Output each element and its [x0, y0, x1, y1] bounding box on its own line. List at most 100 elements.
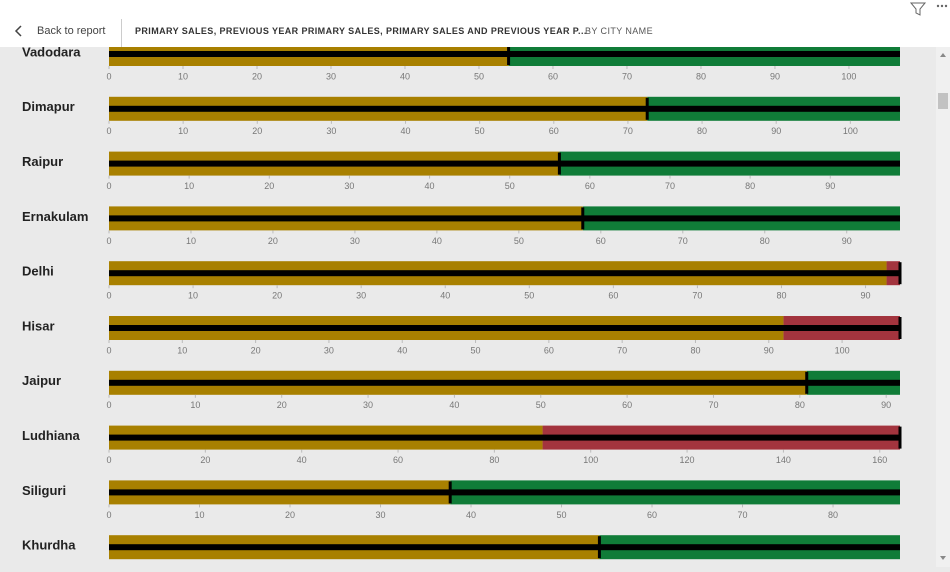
- scroll-up[interactable]: [940, 53, 946, 57]
- marker: [805, 371, 809, 394]
- tick-label: 50: [471, 345, 481, 355]
- tick-label: 80: [489, 455, 499, 465]
- tick-label: 70: [617, 345, 627, 355]
- tick-label: 30: [344, 181, 354, 191]
- bullet-row: Dimapur 0 10 20 30 40 50 60 70 80 90 100: [22, 96, 900, 136]
- tick-label: 70: [708, 400, 718, 410]
- city-label: Raipur: [22, 154, 63, 169]
- bullet-row: Khurdha: [22, 535, 900, 560]
- tick-label: 10: [186, 236, 196, 246]
- tick-label: 20: [252, 71, 262, 81]
- tick-label: 80: [795, 400, 805, 410]
- tick-label: 0: [106, 236, 111, 246]
- city-label: Vadodara: [22, 44, 81, 59]
- marker: [898, 426, 902, 449]
- tick-label: 30: [356, 291, 366, 301]
- tick-label: 30: [326, 126, 336, 136]
- city-label: Delhi: [22, 264, 54, 279]
- tick-label: 70: [678, 236, 688, 246]
- tick-label: 20: [272, 291, 282, 301]
- tick-label: 80: [828, 510, 838, 520]
- bullet-row: Hisar 0 10 20 30 40 50 60 70 80 90 100: [22, 316, 902, 355]
- tick-label: 80: [745, 181, 755, 191]
- tick-label: 80: [697, 126, 707, 136]
- marker: [507, 43, 511, 65]
- visual-subtitle: BY CITY NAME: [585, 26, 653, 36]
- comparison-line: [109, 379, 900, 386]
- visual-title: PRIMARY SALES, PREVIOUS YEAR PRIMARY SAL…: [135, 26, 587, 36]
- tick-label: 20: [251, 345, 261, 355]
- tick-label: 90: [861, 291, 871, 301]
- city-label: Ernakulam: [22, 209, 88, 224]
- back-to-report[interactable]: Back to report: [37, 25, 106, 37]
- tick-label: 90: [825, 181, 835, 191]
- tick-label: 30: [350, 236, 360, 246]
- tick-label: 10: [188, 291, 198, 301]
- tick-label: 30: [363, 400, 373, 410]
- tick-label: 60: [549, 126, 559, 136]
- comparison-line: [109, 325, 900, 331]
- tick-label: 10: [178, 126, 188, 136]
- tick-label: 50: [557, 510, 567, 520]
- tick-label: 0: [106, 345, 111, 355]
- tick-label: 30: [324, 345, 334, 355]
- header-icons: [14, 2, 948, 37]
- marker: [597, 536, 601, 559]
- bullet-row: Ludhiana 0 20 40 60 80 100 120 140 160: [22, 425, 902, 465]
- marker: [645, 97, 649, 120]
- tick-label: 100: [583, 455, 598, 465]
- tick-label: 60: [544, 345, 554, 355]
- header: Back to report PRIMARY SALES, PREVIOUS Y…: [0, 0, 950, 47]
- tick-label: 100: [841, 71, 856, 81]
- comparison-line: [109, 270, 900, 277]
- tick-label: 30: [326, 71, 336, 81]
- tick-label: 50: [536, 400, 546, 410]
- city-label: Siliguri: [22, 483, 66, 498]
- marker: [898, 317, 902, 339]
- scroll-down[interactable]: [940, 556, 946, 560]
- scroll-thumb[interactable]: [938, 93, 948, 109]
- comparison-line: [109, 105, 900, 112]
- bullet-row: Siliguri 0 10 20 30 40 50 60 70 80: [22, 480, 900, 520]
- comparison-line: [109, 215, 900, 222]
- tick-label: 100: [843, 126, 858, 136]
- separator: [121, 19, 122, 47]
- tick-label: 40: [397, 345, 407, 355]
- tick-label: 0: [106, 400, 111, 410]
- tick-label: 160: [872, 455, 887, 465]
- back-arrow[interactable]: [14, 25, 22, 37]
- tick-label: 50: [474, 71, 484, 81]
- more-options[interactable]: [936, 4, 948, 8]
- tick-label: 0: [106, 455, 111, 465]
- tick-label: 60: [608, 291, 618, 301]
- tick-label: 10: [184, 181, 194, 191]
- tick-label: 50: [475, 126, 485, 136]
- tick-label: 40: [432, 236, 442, 246]
- tick-label: 40: [449, 400, 459, 410]
- bullet-row: Jaipur 0 10 20 30 40 50 60 70 80 90: [22, 370, 900, 410]
- tick-label: 60: [585, 181, 595, 191]
- tick-label: 60: [622, 400, 632, 410]
- filter-icon[interactable]: [909, 2, 927, 16]
- tick-label: 40: [297, 455, 307, 465]
- tick-label: 90: [881, 400, 891, 410]
- bullet-row: Delhi 0 10 20 30 40 50 60 70 80 90: [22, 261, 902, 301]
- tick-label: 90: [842, 236, 852, 246]
- scrollbar[interactable]: [936, 47, 950, 567]
- tick-label: 40: [400, 71, 410, 81]
- tick-label: 90: [764, 345, 774, 355]
- bullet-row: Vadodara 0 10 20 30 40 50 60 70 80 90 100: [22, 42, 900, 81]
- comparison-line: [109, 489, 900, 496]
- tick-label: 60: [647, 510, 657, 520]
- city-label: Dimapur: [22, 99, 75, 114]
- comparison-line: [109, 434, 900, 441]
- comparison-line: [109, 544, 900, 551]
- tick-label: 100: [835, 345, 850, 355]
- tick-label: 0: [106, 126, 111, 136]
- tick-label: 10: [178, 71, 188, 81]
- tick-label: 80: [690, 345, 700, 355]
- tick-label: 70: [738, 510, 748, 520]
- tick-label: 60: [393, 455, 403, 465]
